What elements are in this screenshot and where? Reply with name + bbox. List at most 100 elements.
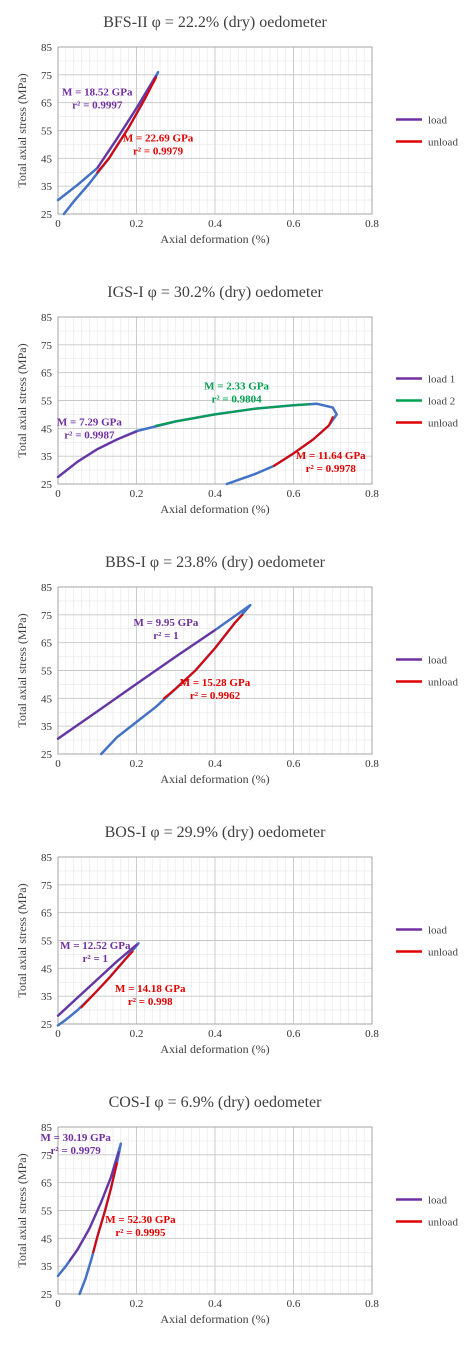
chart-svg: 0 0.2 0.4 0.6 0.8 25 35 45 55 65 75 85 BOS-I φ = 29.… — [15, 824, 458, 1056]
series-line — [57, 943, 138, 1017]
y-axis-label: Total axial stress (MPa) — [15, 883, 29, 997]
y-tick-label: 65 — [41, 98, 53, 110]
plot-area — [57, 856, 373, 1025]
x-tick-label: 0.4 — [208, 488, 222, 500]
chart-title: BBS-I φ = 23.8% (dry) oedometer — [105, 554, 326, 571]
chart-svg: 0 0.2 0.4 0.6 0.8 25 35 45 55 65 75 85 COS-I φ = 6.9… — [15, 1094, 458, 1326]
y-tick-label: 85 — [41, 1122, 53, 1134]
y-tick-label: 75 — [41, 340, 53, 352]
y-tick-label: 55 — [41, 1206, 53, 1218]
x-tick-label: 0.6 — [287, 758, 301, 770]
legend-label: unload — [428, 418, 458, 430]
annotation-label: M = 14.18 GPa r² = 0.998 — [115, 983, 186, 1008]
legend-label: unload — [428, 1217, 458, 1229]
annotation-label: M = 15.28 GPa r² = 0.9962 — [180, 677, 251, 702]
y-tick-label: 25 — [41, 1289, 53, 1301]
legend-label: load — [428, 655, 447, 667]
legend-label: load 2 — [428, 396, 455, 408]
y-tick-label: 85 — [41, 312, 53, 324]
legend-label: unload — [428, 137, 458, 149]
y-tick-label: 45 — [41, 693, 53, 705]
y-tick-label: 45 — [41, 423, 53, 435]
y-tick-label: 85 — [41, 582, 53, 594]
chart-title: COS-I φ = 6.9% (dry) oedometer — [109, 1094, 323, 1111]
y-tick-label: 75 — [41, 1150, 53, 1162]
chart-svg: 0 0.2 0.4 0.6 0.8 25 35 45 55 65 75 85 BBS-I φ = 23.… — [15, 554, 458, 786]
x-tick-label: 0.2 — [130, 758, 144, 770]
plot-area — [57, 586, 373, 755]
x-tick-label: 0.8 — [365, 218, 379, 230]
y-tick-label: 85 — [41, 852, 53, 864]
y-tick-label: 55 — [41, 666, 53, 678]
chart-svg: 0 0.2 0.4 0.6 0.8 25 35 45 55 65 75 85 BFS-II φ = 22… — [15, 14, 458, 246]
y-tick-label: 45 — [41, 963, 53, 975]
series-line — [57, 430, 138, 478]
y-tick-label: 65 — [41, 908, 53, 920]
y-tick-label: 65 — [41, 368, 53, 380]
y-tick-label: 45 — [41, 1233, 53, 1245]
series-line — [57, 629, 216, 740]
legend-label: load — [428, 115, 447, 127]
x-tick-label: 0.4 — [208, 758, 222, 770]
x-axis-label: Axial deformation (%) — [160, 1042, 269, 1056]
x-tick-label: 0.2 — [130, 218, 144, 230]
y-axis-label: Total axial stress (MPa) — [15, 73, 29, 187]
plot-area — [57, 46, 373, 215]
y-axis-label: Total axial stress (MPa) — [15, 1153, 29, 1267]
y-tick-label: 65 — [41, 1178, 53, 1190]
y-tick-label: 35 — [41, 181, 53, 193]
x-tick-label: 0.2 — [130, 488, 144, 500]
chart-title: IGS-I φ = 30.2% (dry) oedometer — [107, 284, 323, 301]
series-line — [68, 1151, 120, 1262]
plot-area — [57, 316, 373, 485]
legend-label: load 1 — [428, 374, 455, 386]
y-tick-label: 35 — [41, 721, 53, 733]
annotation-label: M = 2.33 GPa r² = 0.9804 — [204, 380, 269, 405]
y-tick-label: 55 — [41, 936, 53, 948]
y-tick-label: 55 — [41, 396, 53, 408]
chart-panel: 0 0.2 0.4 0.6 0.8 25 35 45 55 65 75 85 BBS-I φ = 23.… — [0, 540, 474, 810]
y-tick-label: 25 — [41, 1019, 53, 1031]
chart-panel: 0 0.2 0.4 0.6 0.8 25 35 45 55 65 75 85 COS-I φ = 6.9… — [0, 1080, 474, 1350]
x-tick-label: 0.2 — [130, 1028, 144, 1040]
y-tick-label: 35 — [41, 991, 53, 1003]
legend-label: load — [428, 1195, 447, 1207]
x-tick-label: 0.4 — [208, 218, 222, 230]
x-tick-label: 0.6 — [287, 1028, 301, 1040]
x-tick-label: 0 — [55, 1298, 61, 1310]
x-tick-label: 0.2 — [130, 1298, 144, 1310]
x-tick-label: 0.4 — [208, 1028, 222, 1040]
y-tick-label: 55 — [41, 126, 53, 138]
x-tick-label: 0.6 — [287, 488, 301, 500]
y-tick-label: 25 — [41, 479, 53, 491]
plot-area — [57, 1126, 373, 1295]
y-tick-label: 35 — [41, 1261, 53, 1273]
annotation-label: M = 30.19 GPa r² = 0.9979 — [40, 1132, 111, 1157]
y-tick-label: 25 — [41, 749, 53, 761]
annotation-label: M = 7.29 GPa r² = 0.9987 — [57, 417, 122, 442]
x-tick-label: 0.4 — [208, 1298, 222, 1310]
x-axis-label: Axial deformation (%) — [160, 772, 269, 786]
y-tick-label: 35 — [41, 451, 53, 463]
y-tick-label: 45 — [41, 153, 53, 165]
series-line — [155, 403, 311, 427]
chart-svg: 0 0.2 0.4 0.6 0.8 25 35 45 55 65 75 85 IGS-I φ = 30.… — [15, 284, 458, 516]
chart-panel: 0 0.2 0.4 0.6 0.8 25 35 45 55 65 75 85 IGS-I φ = 30.… — [0, 270, 474, 540]
series-line — [80, 950, 134, 1009]
y-tick-label: 75 — [41, 880, 53, 892]
legend-label: unload — [428, 947, 458, 959]
y-axis-label: Total axial stress (MPa) — [15, 343, 29, 457]
series-line — [96, 76, 158, 174]
x-tick-label: 0.6 — [287, 218, 301, 230]
legend-label: unload — [428, 677, 458, 689]
chart-title: BOS-I φ = 29.9% (dry) oedometer — [105, 824, 327, 841]
x-axis-label: Axial deformation (%) — [160, 502, 269, 516]
x-axis-label: Axial deformation (%) — [160, 232, 269, 246]
annotation-label: M = 22.69 GPa r² = 0.9979 — [123, 133, 194, 158]
chart-panel: 0 0.2 0.4 0.6 0.8 25 35 45 55 65 75 85 BFS-II φ = 22… — [0, 0, 474, 270]
series-line — [272, 416, 334, 467]
x-tick-label: 0.6 — [287, 1298, 301, 1310]
y-tick-label: 75 — [41, 70, 53, 82]
annotation-label: M = 52.30 GPa r² = 0.9995 — [105, 1214, 176, 1239]
